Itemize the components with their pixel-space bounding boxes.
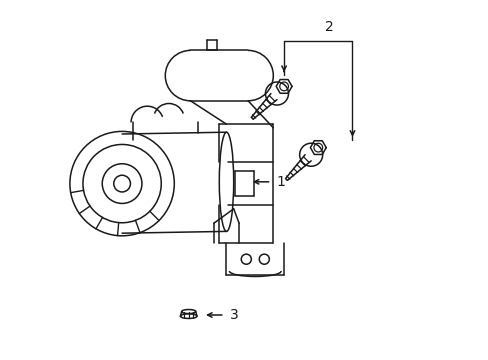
Text: 2: 2 <box>324 20 333 34</box>
Text: 3: 3 <box>230 308 238 322</box>
Text: 1: 1 <box>276 175 285 189</box>
